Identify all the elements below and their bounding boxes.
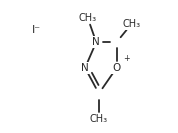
Text: CH₃: CH₃ xyxy=(122,19,140,29)
Text: +: + xyxy=(123,54,130,63)
Text: N: N xyxy=(81,63,89,73)
Text: I⁻: I⁻ xyxy=(32,25,41,35)
Text: N: N xyxy=(92,37,100,47)
Text: CH₃: CH₃ xyxy=(90,114,108,124)
Text: CH₃: CH₃ xyxy=(79,13,97,23)
Text: O: O xyxy=(112,63,121,73)
